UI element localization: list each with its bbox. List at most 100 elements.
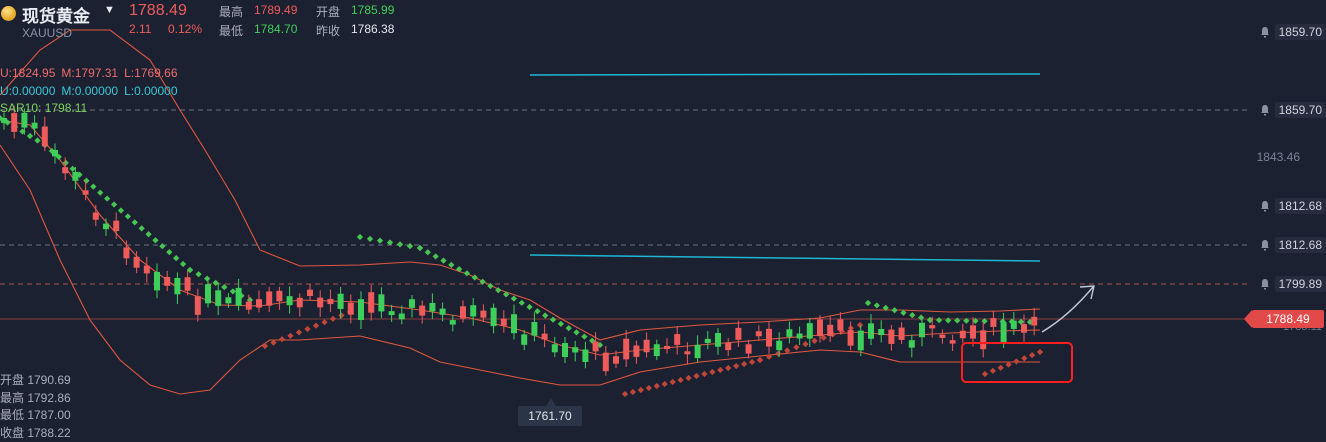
sar-dot	[448, 262, 454, 268]
sar-dot	[152, 237, 158, 243]
candle-body	[603, 353, 609, 372]
candle-body	[11, 113, 17, 132]
candle-body	[623, 339, 629, 360]
price-alert-label: 1799.89	[1275, 276, 1326, 292]
sar-dot	[464, 270, 470, 276]
candle-body	[786, 329, 792, 337]
candle-body	[266, 291, 272, 305]
sar-dot	[622, 391, 628, 397]
price-alert-row[interactable]: 1859.70	[1259, 23, 1326, 41]
ohlc-low: 最低 1787.00	[0, 407, 71, 425]
candle-body	[756, 331, 762, 336]
candle-body	[246, 302, 252, 310]
ohlc-high: 最高 1792.86	[0, 390, 71, 408]
price-alert-row[interactable]: 1799.89	[1259, 275, 1326, 293]
candle-body	[960, 331, 966, 339]
candle-body	[480, 311, 486, 318]
candle-body	[817, 320, 823, 337]
sar-dot	[338, 312, 344, 318]
candle-body	[338, 294, 344, 309]
sar-dot	[83, 178, 89, 184]
sar-dot	[998, 365, 1004, 371]
sar-dot	[125, 213, 131, 219]
sar-dot	[304, 326, 310, 332]
sar-dot	[321, 319, 327, 325]
candle-body	[348, 303, 354, 315]
axis-tick-label: 1843.46	[1257, 150, 1300, 164]
candlestick-chart[interactable]	[0, 0, 1326, 430]
candle-body	[837, 320, 843, 331]
candle-body	[980, 330, 986, 349]
price-alert-row[interactable]: 1859.70	[1259, 101, 1326, 119]
candle-body	[1001, 322, 1007, 342]
sar-dot	[775, 351, 781, 357]
candle-body	[746, 344, 752, 353]
sar-dot	[945, 317, 951, 323]
dropdown-caret-icon[interactable]: ▼	[104, 4, 115, 16]
sar-dot	[195, 271, 201, 277]
sar-dot	[550, 317, 556, 323]
candle-body	[389, 311, 395, 315]
candle-body	[593, 342, 599, 352]
candle-body	[287, 296, 293, 305]
candle-body	[868, 323, 874, 338]
sar-dot	[159, 243, 165, 249]
candle-body	[776, 341, 782, 350]
open-value: 1785.99	[351, 3, 394, 17]
candle-body	[113, 221, 119, 231]
sar-dot	[425, 249, 431, 255]
candle-body	[1021, 324, 1027, 333]
bell-icon	[1259, 239, 1271, 251]
sar-dot	[685, 375, 691, 381]
candle-body	[1, 118, 7, 123]
instrument-title[interactable]: 现货黄金	[22, 2, 90, 27]
sar-dot	[918, 314, 924, 320]
sar-dot	[230, 288, 236, 294]
sar-dot	[104, 195, 110, 201]
sar-dot	[180, 261, 186, 267]
sar-dot	[407, 243, 413, 249]
candle-body	[562, 343, 568, 357]
sar-dots	[0, 115, 1043, 397]
candle-body	[276, 291, 282, 301]
high-label: 最高	[219, 3, 243, 20]
sar-dot	[97, 190, 103, 196]
price-tag-pointer	[1244, 310, 1252, 328]
candle-body	[582, 349, 588, 361]
candle-body	[797, 334, 803, 339]
sar-dot	[573, 329, 579, 335]
sar-dot	[173, 255, 179, 261]
sar-dot	[287, 333, 293, 339]
low-label: 最低	[219, 22, 243, 39]
sar-dot	[111, 201, 117, 207]
sar-dot	[677, 377, 683, 383]
secondary-upper: U:0.00000	[0, 84, 55, 98]
gold-coin-icon	[1, 6, 16, 21]
secondary-lower: L:0.00000	[124, 84, 177, 98]
boll-lower: L:1769.66	[124, 66, 177, 80]
price-alert-row[interactable]: 1812.68	[1259, 236, 1326, 254]
candle-body	[83, 190, 89, 194]
candle-body	[429, 303, 435, 311]
candle-body	[174, 278, 180, 294]
low-marker-label: 1761.70	[518, 406, 582, 426]
sar-dot	[709, 369, 715, 375]
sar-dot	[519, 300, 525, 306]
ohlc-close: 收盘 1788.22	[0, 425, 71, 442]
sar-dot	[909, 312, 915, 318]
trend-arrow-icon	[1042, 286, 1094, 332]
price-alert-row[interactable]: 1812.68	[1259, 197, 1326, 215]
candle-body	[256, 299, 262, 307]
candle-body	[195, 296, 201, 315]
sar-dot	[204, 275, 210, 281]
candle-body	[715, 333, 721, 347]
candle-body	[236, 288, 242, 306]
candle-body	[909, 340, 915, 347]
sar-dot	[262, 343, 268, 349]
sar-dot	[440, 258, 446, 264]
ohlc-panel: 开盘 1790.69 最高 1792.86 最低 1787.00 收盘 1788…	[0, 372, 71, 442]
price-alert-label: 1812.68	[1275, 237, 1326, 253]
horizontal-trendline	[530, 255, 1040, 261]
candle-body	[72, 172, 78, 181]
ohlc-open: 开盘 1790.69	[0, 372, 71, 390]
